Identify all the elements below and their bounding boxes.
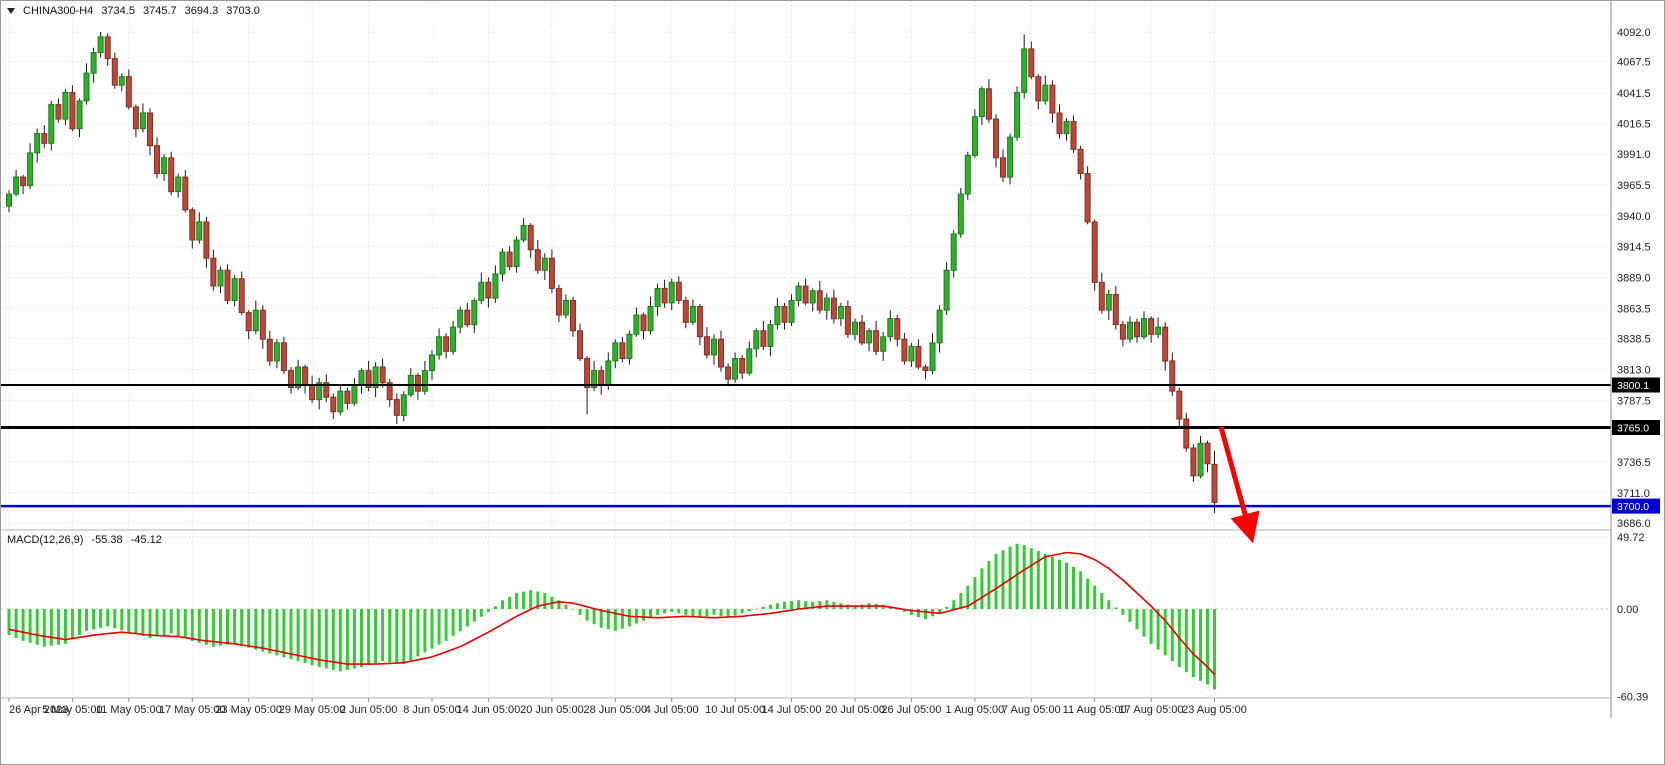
price-tick-label: 3787.5 (1617, 395, 1651, 407)
price-tick-label: 4092.0 (1617, 27, 1651, 39)
candles-layer (6, 32, 1218, 513)
time-tick-label: 20 Jul 05:00 (825, 704, 885, 716)
macd-signal-value: -45.12 (130, 534, 162, 546)
time-tick-label: 23 Aug 05:00 (1182, 704, 1247, 716)
grid-layer (1, 1, 1611, 697)
time-tick-label: 11 Aug 05:00 (1063, 704, 1127, 716)
time-tick-label: 5 May 05:00 (42, 704, 103, 716)
time-tick-label: 17 May 05:00 (159, 704, 226, 716)
price-tick-label: 3813.0 (1617, 364, 1651, 376)
ohlc-low: 3694.3 (184, 5, 219, 17)
time-tick-label: 4 Jul 05:00 (645, 704, 699, 716)
price-axis[interactable]: 4092.0 4067.5 4041.5 4016.5 3991.0 3965.5 3940… (1612, 27, 1660, 704)
time-tick-label: 26 Jul 05:00 (881, 704, 941, 716)
price-tick-label: 3914.5 (1617, 242, 1651, 254)
time-tick-label: 2 Jun 05:00 (340, 704, 398, 716)
ohlc-close: 3703.0 (226, 5, 260, 17)
macd-signal-line (8, 551, 1216, 675)
price-tick-label: 3991.0 (1617, 149, 1651, 161)
time-tick-label: 29 May 05:00 (279, 704, 346, 716)
price-tick-label: 3940.0 (1617, 211, 1651, 223)
price-tick-label: 4041.5 (1617, 88, 1651, 100)
time-tick-label: 28 Jun 05:00 (583, 704, 647, 716)
price-level-label: 3765.0 (1617, 423, 1649, 435)
price-tick-label: 4016.5 (1617, 118, 1651, 130)
price-tick-label: 3838.5 (1617, 334, 1651, 346)
panel-separators (1, 1, 1612, 718)
price-tick-label: 4067.5 (1617, 57, 1651, 69)
time-tick-label: 7 Aug 05:00 (1002, 704, 1061, 716)
time-tick-label: 10 Jul 05:00 (705, 704, 765, 716)
time-tick-label: 14 Jul 05:00 (762, 704, 822, 716)
macd-scale-label: 49.72 (1617, 532, 1645, 544)
macd-label: MACD(12,26,9) (7, 534, 84, 546)
macd-scale-label: -60.39 (1617, 692, 1648, 704)
time-tick-label: 11 May 05:00 (96, 704, 162, 716)
level-lines[interactable] (1, 384, 1611, 508)
time-tick-label: 20 Jun 05:00 (520, 704, 584, 716)
price-level-label: 3800.1 (1617, 380, 1649, 392)
price-tick-label: 3889.0 (1617, 273, 1651, 285)
price-level-label: 3700.0 (1617, 501, 1649, 513)
macd-value: -55.38 (91, 534, 123, 546)
price-level-badge (1612, 420, 1660, 435)
price-tick-label: 3711.0 (1617, 488, 1650, 500)
chart-header: CHINA300-H4 3734.5 3745.7 3694.3 3703.0 (7, 5, 260, 17)
ohlc-high: 3745.7 (142, 5, 177, 17)
price-tick-label: 3686.0 (1617, 518, 1651, 530)
trend-arrow[interactable] (1218, 426, 1260, 544)
macd-header: MACD(12,26,9) -55.38 -45.12 (7, 534, 162, 546)
time-tick-label: 8 Jun 05:00 (403, 704, 461, 716)
macd-scale-label: 0.00 (1617, 604, 1638, 616)
ohlc-open: 3734.5 (101, 5, 135, 17)
price-level-badge (1612, 377, 1660, 393)
time-tick-label: 17 Aug 05:00 (1119, 704, 1184, 716)
price-tick-label: 3736.5 (1617, 457, 1651, 469)
time-tick-label: 26 Apr 2023 (9, 704, 68, 716)
symbol-dropdown-icon[interactable] (7, 8, 15, 14)
time-tick-label: 23 May 05:00 (215, 704, 282, 716)
symbol-period-label: CHINA300-H4 (23, 5, 94, 17)
price-tick-label: 3863.5 (1617, 303, 1651, 315)
price-tick-label: 3965.5 (1617, 180, 1651, 192)
macd-layer (7, 543, 1216, 690)
time-tick-label: 14 Jun 05:00 (457, 704, 521, 716)
time-tick-label: 1 Aug 05:00 (946, 704, 1005, 716)
price-level-badge (1612, 498, 1660, 514)
